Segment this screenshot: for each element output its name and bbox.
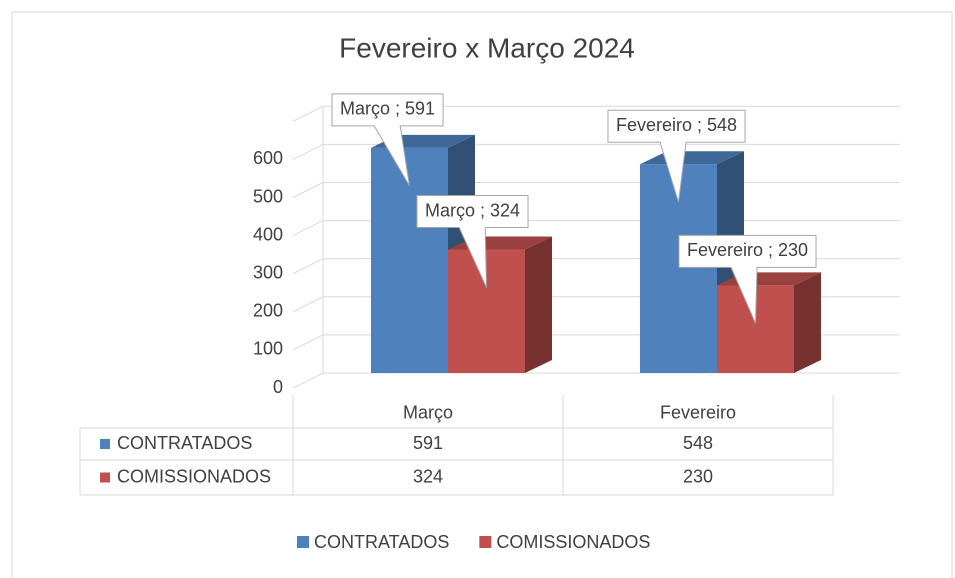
data-label: Fevereiro ; 230 xyxy=(687,240,808,260)
grid-line xyxy=(292,143,324,160)
legend-label: COMISSIONADOS xyxy=(496,532,650,552)
grid-line xyxy=(292,220,324,237)
bar-side xyxy=(794,272,821,373)
data-label: Março ; 591 xyxy=(340,99,435,119)
legend-label: CONTRATADOS xyxy=(314,532,449,552)
table-cell: 548 xyxy=(683,433,713,453)
data-label: Fevereiro ; 548 xyxy=(616,115,737,135)
grid-line xyxy=(292,258,324,275)
table-series-name: CONTRATADOS xyxy=(117,433,252,453)
y-tick-label: 200 xyxy=(253,301,283,321)
y-tick-label: 0 xyxy=(273,377,283,397)
grid-line xyxy=(292,372,324,389)
callout-box xyxy=(678,234,817,324)
grid-line xyxy=(292,105,324,122)
y-tick-label: 400 xyxy=(253,224,283,244)
chart-title: Fevereiro x Março 2024 xyxy=(339,32,635,63)
y-tick-label: 100 xyxy=(253,339,283,359)
x-tick-label: Março xyxy=(403,402,453,422)
data-label-callout: Fevereiro ; 230 xyxy=(678,234,817,324)
callout-box xyxy=(331,93,444,187)
bar xyxy=(371,147,448,373)
x-tick-label: Fevereiro xyxy=(660,402,736,422)
callout-box xyxy=(607,109,746,203)
y-tick-label: 600 xyxy=(253,148,283,168)
data-label-callout: Março ; 591 xyxy=(331,93,444,187)
grid-line xyxy=(292,296,324,313)
bar-side xyxy=(525,236,552,373)
data-label-callout: Março ; 324 xyxy=(416,195,529,288)
y-tick-label: 300 xyxy=(253,262,283,282)
legend-key xyxy=(479,536,492,548)
data-label-callout: Fevereiro ; 548 xyxy=(607,109,746,203)
table-cell: 591 xyxy=(413,433,443,453)
grid-line xyxy=(292,182,324,198)
table-series-name: COMISSIONADOS xyxy=(117,466,271,486)
data-label: Março ; 324 xyxy=(425,200,520,220)
y-tick-label: 500 xyxy=(253,186,283,206)
legend-key xyxy=(297,536,309,548)
table-legend-key xyxy=(100,439,110,449)
grid-line xyxy=(292,334,324,351)
table-cell: 324 xyxy=(413,466,443,486)
callout-box xyxy=(416,195,529,288)
table-cell: 230 xyxy=(683,466,713,486)
table-legend-key xyxy=(100,472,110,483)
